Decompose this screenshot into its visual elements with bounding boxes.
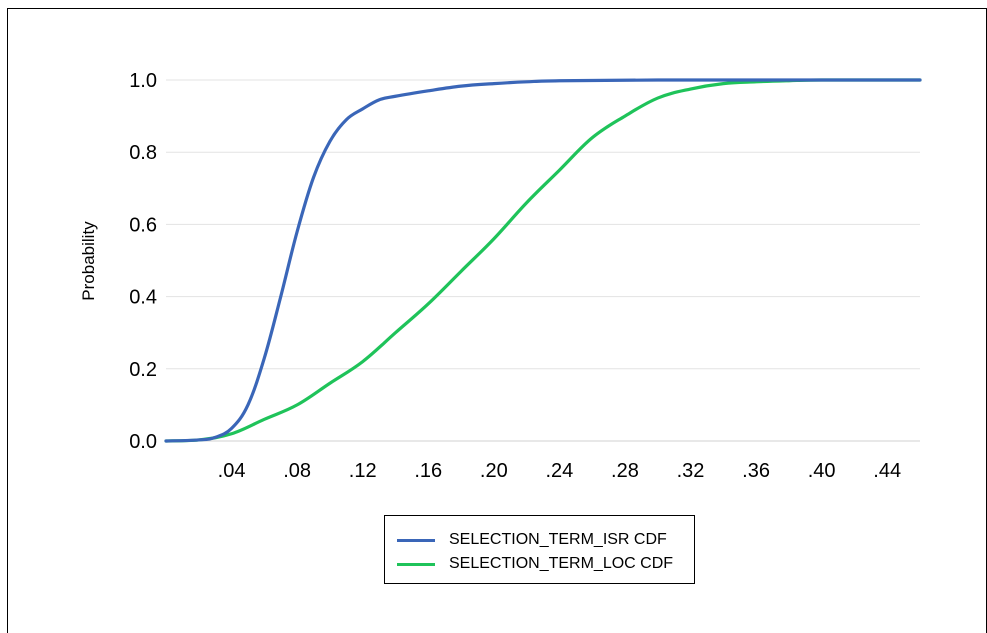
series-line-isr bbox=[164, 78, 922, 443]
x-tick-label: .04 bbox=[218, 460, 246, 482]
x-tick-label: .08 bbox=[283, 460, 311, 482]
y-axis-label: Probability bbox=[79, 221, 98, 301]
x-tick-label: .20 bbox=[480, 460, 508, 482]
y-tick-label: 0.8 bbox=[129, 142, 157, 164]
series-lines bbox=[164, 78, 922, 443]
y-tick-label: 0.0 bbox=[129, 431, 157, 453]
gridlines bbox=[166, 79, 920, 370]
legend-item-isr: SELECTION_TERM_ISR CDF bbox=[397, 530, 667, 550]
y-tick-label: 0.4 bbox=[129, 287, 157, 309]
y-tick-labels: 0.0 0.2 0.4 0.6 0.8 1.0 bbox=[129, 70, 157, 453]
x-tick-label: .44 bbox=[873, 460, 901, 482]
legend-item-loc: SELECTION_TERM_LOC CDF bbox=[397, 554, 673, 574]
x-tick-label: .24 bbox=[545, 460, 573, 482]
legend-label-isr: SELECTION_TERM_ISR CDF bbox=[449, 531, 667, 548]
x-tick-label: .12 bbox=[349, 460, 377, 482]
legend-label-loc: SELECTION_TERM_LOC CDF bbox=[449, 555, 674, 572]
x-tick-label: .36 bbox=[742, 460, 770, 482]
legend-swatch-isr bbox=[397, 538, 435, 542]
y-tick-label: 0.2 bbox=[129, 359, 157, 381]
y-tick-label: 1.0 bbox=[129, 70, 157, 92]
x-tick-label: .40 bbox=[808, 460, 836, 482]
y-tick-label: 0.6 bbox=[129, 214, 157, 236]
x-tick-label: .16 bbox=[414, 460, 442, 482]
x-tick-label: .32 bbox=[677, 460, 705, 482]
x-tick-label: .28 bbox=[611, 460, 639, 482]
legend-swatch-loc bbox=[397, 562, 435, 566]
series-line-loc bbox=[164, 78, 922, 443]
x-tick-labels: .04 .08 .12 .16 .20 .24 .28 .32 .36 .40 .44 bbox=[218, 460, 901, 482]
legend: SELECTION_TERM_ISR CDF SELECTION_TERM_LO… bbox=[384, 515, 695, 584]
